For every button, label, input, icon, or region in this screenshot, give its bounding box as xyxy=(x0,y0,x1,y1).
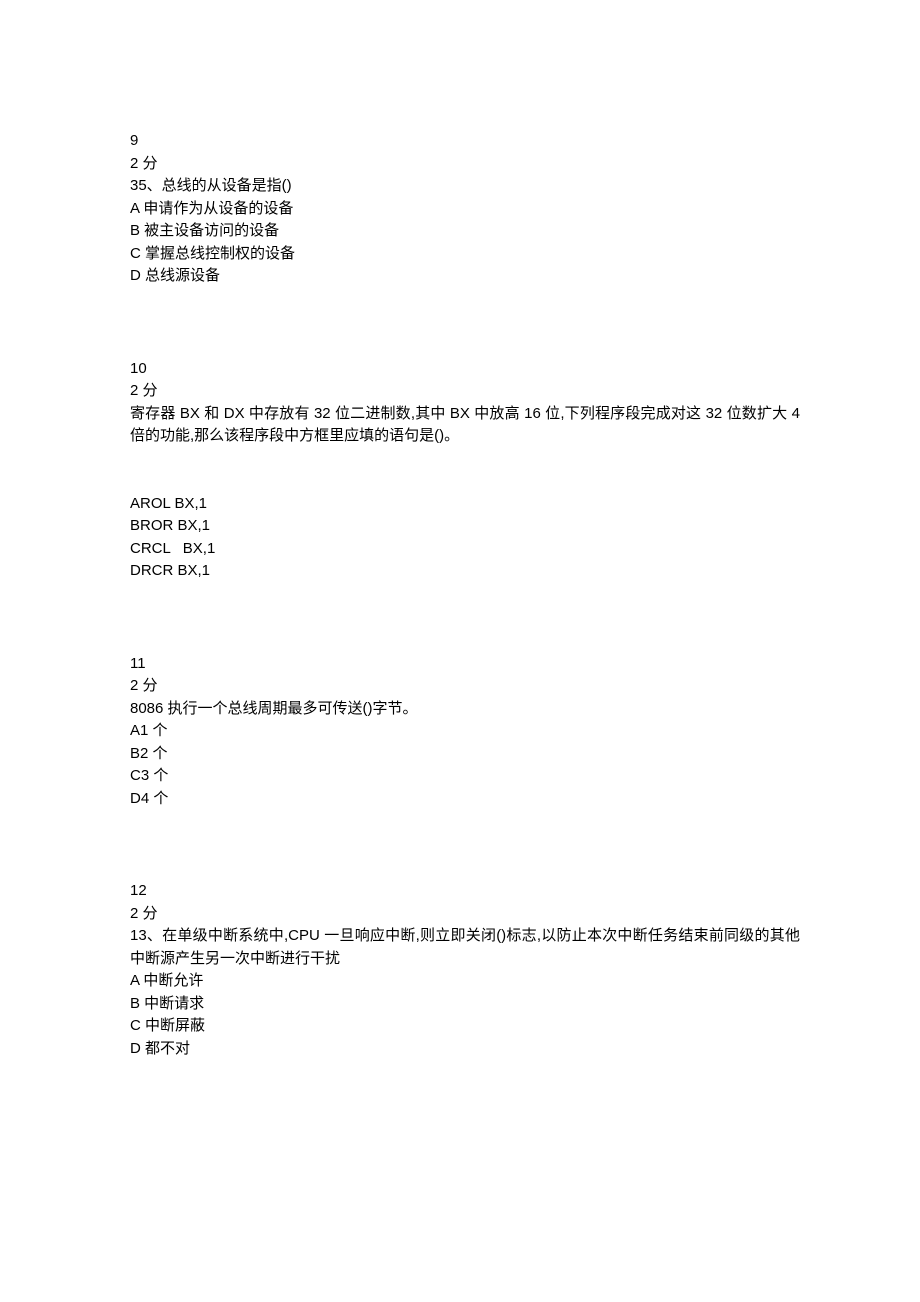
option-d: D 总线源设备 xyxy=(130,265,800,288)
question-block-11: 11 2 分 8086 执行一个总线周期最多可传送()字节。 A1 个 B2 个… xyxy=(130,653,800,811)
question-points: 2 分 xyxy=(130,675,800,698)
question-stem: 寄存器 BX 和 DX 中存放有 32 位二进制数,其中 BX 中放高 16 位… xyxy=(130,403,800,448)
option-a: A 中断允许 xyxy=(130,970,800,993)
option-b: BROR BX,1 xyxy=(130,515,800,538)
question-number: 10 xyxy=(130,358,800,381)
option-c: C 掌握总线控制权的设备 xyxy=(130,243,800,266)
option-c: C 中断屏蔽 xyxy=(130,1015,800,1038)
document-page: 9 2 分 35、总线的从设备是指() A 申请作为从设备的设备 B 被主设备访… xyxy=(0,0,920,1302)
question-points: 2 分 xyxy=(130,380,800,403)
option-d: DRCR BX,1 xyxy=(130,560,800,583)
blank-gap xyxy=(130,448,800,493)
question-number: 11 xyxy=(130,653,800,676)
question-stem: 35、总线的从设备是指() xyxy=(130,175,800,198)
option-d: D 都不对 xyxy=(130,1038,800,1061)
question-number: 12 xyxy=(130,880,800,903)
option-a: A1 个 xyxy=(130,720,800,743)
option-c: C3 个 xyxy=(130,765,800,788)
option-d: D4 个 xyxy=(130,788,800,811)
option-b: B2 个 xyxy=(130,743,800,766)
question-points: 2 分 xyxy=(130,153,800,176)
question-block-9: 9 2 分 35、总线的从设备是指() A 申请作为从设备的设备 B 被主设备访… xyxy=(130,130,800,288)
option-c: CRCL BX,1 xyxy=(130,538,800,561)
option-b: B 被主设备访问的设备 xyxy=(130,220,800,243)
option-a: A 申请作为从设备的设备 xyxy=(130,198,800,221)
option-a: AROL BX,1 xyxy=(130,493,800,516)
question-stem: 8086 执行一个总线周期最多可传送()字节。 xyxy=(130,698,800,721)
option-b: B 中断请求 xyxy=(130,993,800,1016)
question-stem: 13、在单级中断系统中,CPU 一旦响应中断,则立即关闭()标志,以防止本次中断… xyxy=(130,925,800,970)
question-block-10: 10 2 分 寄存器 BX 和 DX 中存放有 32 位二进制数,其中 BX 中… xyxy=(130,358,800,583)
question-number: 9 xyxy=(130,130,800,153)
question-points: 2 分 xyxy=(130,903,800,926)
question-block-12: 12 2 分 13、在单级中断系统中,CPU 一旦响应中断,则立即关闭()标志,… xyxy=(130,880,800,1060)
